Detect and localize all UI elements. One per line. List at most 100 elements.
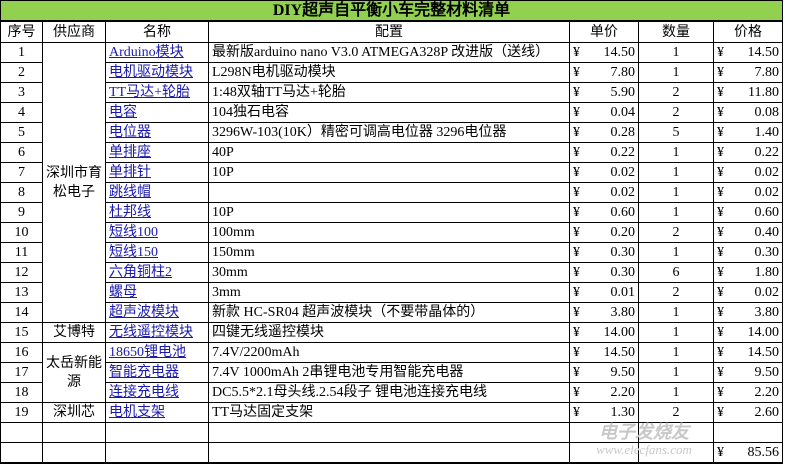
item-name-link[interactable]: 无线遥控模块 <box>109 324 193 340</box>
item-name: 短线100 <box>105 222 209 243</box>
line-price-value: 0.02 <box>754 184 780 200</box>
unit-price-value: 5.90 <box>610 84 636 100</box>
item-name-link[interactable]: 电机驱动模块 <box>109 64 193 80</box>
line-price-value: 0.08 <box>754 104 780 120</box>
empty-cell <box>208 442 570 464</box>
supplier-cell: 艾博特 <box>42 322 106 343</box>
row-number: 9 <box>0 202 43 223</box>
unit-price: ¥0.02 <box>569 182 639 203</box>
table-row: 6 单排座 40P ¥0.22 1 ¥0.22 <box>0 142 783 163</box>
line-price-value: 0.40 <box>754 224 780 240</box>
currency-symbol: ¥ <box>573 204 580 220</box>
currency-symbol: ¥ <box>573 124 580 140</box>
quantity: 1 <box>638 182 714 203</box>
row-number: 15 <box>0 322 43 343</box>
currency-symbol: ¥ <box>573 64 580 80</box>
row-number: 18 <box>0 382 43 403</box>
item-name-link[interactable]: TT马达+轮胎 <box>109 84 190 100</box>
currency-symbol: ¥ <box>573 284 580 300</box>
item-name-link[interactable]: 电机支架 <box>109 404 165 420</box>
line-price-value: 11.80 <box>748 84 779 100</box>
row-number: 8 <box>0 182 43 203</box>
header-supplier: 供应商 <box>42 20 106 43</box>
unit-price-value: 2.20 <box>610 384 636 400</box>
unit-price: ¥14.00 <box>569 322 639 343</box>
quantity: 1 <box>638 382 714 403</box>
currency-symbol: ¥ <box>717 204 724 220</box>
item-name-link[interactable]: 螺母 <box>109 284 137 300</box>
empty-cell <box>638 422 714 443</box>
item-name-link[interactable]: 跳线帽 <box>109 184 151 200</box>
table-row: 13 螺母 3mm ¥0.01 2 ¥0.02 <box>0 282 783 303</box>
blank-row: ¥85.56 <box>0 442 783 464</box>
item-name-link[interactable]: 杜邦线 <box>109 204 151 220</box>
total-price-value: 85.56 <box>747 444 780 460</box>
currency-symbol: ¥ <box>717 124 724 140</box>
empty-cell <box>208 422 570 443</box>
line-price: ¥0.08 <box>713 102 783 123</box>
quantity: 1 <box>638 162 714 183</box>
currency-symbol: ¥ <box>717 184 724 200</box>
currency-symbol: ¥ <box>573 344 580 360</box>
currency-symbol: ¥ <box>717 304 724 320</box>
quantity: 2 <box>638 282 714 303</box>
item-config: 30mm <box>208 262 570 283</box>
item-name: 短线150 <box>105 242 209 263</box>
currency-symbol: ¥ <box>717 364 724 380</box>
currency-symbol: ¥ <box>573 224 580 240</box>
item-name-link[interactable]: 电位器 <box>109 124 151 140</box>
item-config: 3296W-103(10K）精密可调高电位器 3296电位器 <box>208 122 570 143</box>
line-price-value: 2.60 <box>754 404 780 420</box>
item-config: 7.4V 1000mAh 2串锂电池专用智能充电器 <box>208 362 570 383</box>
item-name-link[interactable]: 连接充电线 <box>109 384 179 400</box>
sheet-title: DIY超声自平衡小车完整材料清单 <box>0 0 783 22</box>
quantity: 1 <box>638 142 714 163</box>
currency-symbol: ¥ <box>717 144 724 160</box>
item-name-link[interactable]: 智能充电器 <box>109 364 179 380</box>
item-name-link[interactable]: Arduino模块 <box>109 44 184 60</box>
unit-price: ¥0.60 <box>569 202 639 223</box>
quantity: 1 <box>638 342 714 363</box>
row-number: 13 <box>0 282 43 303</box>
row-number: 16 <box>0 342 43 363</box>
item-name-link[interactable]: 18650锂电池 <box>109 344 186 360</box>
currency-symbol: ¥ <box>573 304 580 320</box>
table-row: 17 智能充电器 7.4V 1000mAh 2串锂电池专用智能充电器 ¥9.50 1 ¥9… <box>0 362 783 383</box>
currency-symbol: ¥ <box>717 224 724 240</box>
line-price: ¥14.00 <box>713 322 783 343</box>
unit-price-value: 14.00 <box>603 324 636 340</box>
line-price-value: 7.80 <box>754 64 780 80</box>
line-price-value: 1.40 <box>754 124 780 140</box>
item-config: 3mm <box>208 282 570 303</box>
item-name: 电容 <box>105 102 209 123</box>
item-config: 10P <box>208 162 570 183</box>
item-name-link[interactable]: 短线100 <box>109 224 158 240</box>
quantity: 1 <box>638 202 714 223</box>
item-name-link[interactable]: 单排座 <box>109 144 151 160</box>
quantity: 1 <box>638 242 714 263</box>
item-name: Arduino模块 <box>105 42 209 63</box>
quantity: 2 <box>638 402 714 423</box>
currency-symbol: ¥ <box>717 384 724 400</box>
item-name-link[interactable]: 单排针 <box>109 164 151 180</box>
currency-symbol: ¥ <box>717 344 724 360</box>
empty-cell <box>0 442 43 464</box>
currency-symbol: ¥ <box>573 364 580 380</box>
line-price: ¥0.30 <box>713 242 783 263</box>
empty-cell <box>0 422 43 443</box>
item-name-link[interactable]: 六角铜柱2 <box>109 264 172 280</box>
line-price-value: 0.60 <box>754 204 780 220</box>
currency-symbol: ¥ <box>717 164 724 180</box>
currency-symbol: ¥ <box>717 444 724 460</box>
unit-price-value: 0.30 <box>610 244 636 260</box>
supplier-cell: 深圳芯 <box>42 402 106 423</box>
empty-cell <box>713 422 783 443</box>
item-name-link[interactable]: 短线150 <box>109 244 158 260</box>
unit-price-value: 0.60 <box>610 204 636 220</box>
item-name-link[interactable]: 电容 <box>109 104 137 120</box>
unit-price: ¥0.30 <box>569 242 639 263</box>
unit-price: ¥3.80 <box>569 302 639 323</box>
item-name-link[interactable]: 超声波模块 <box>109 304 179 320</box>
unit-price: ¥1.30 <box>569 402 639 423</box>
